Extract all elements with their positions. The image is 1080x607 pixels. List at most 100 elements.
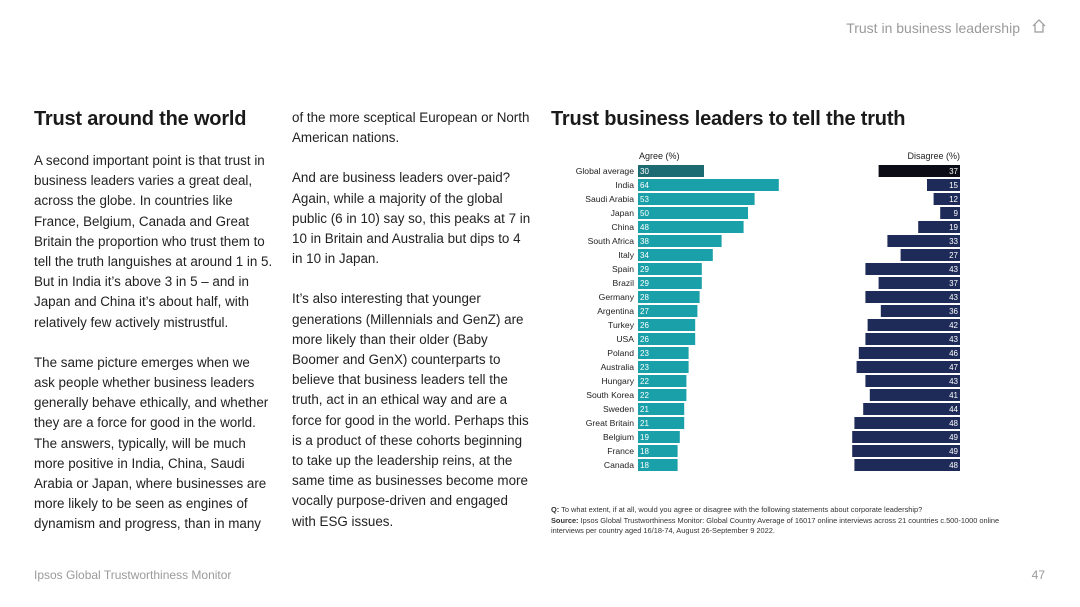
disagree-value-label: 43 xyxy=(949,265,958,274)
category-label: Australia xyxy=(601,362,635,372)
question-note: Q: To what extent, if at all, would you … xyxy=(551,505,1031,516)
agree-bar xyxy=(638,179,779,191)
agree-bar xyxy=(638,235,722,247)
disagree-bar xyxy=(865,375,960,387)
source-note: Source: Ipsos Global Trustworthiness Mon… xyxy=(551,516,1031,537)
disagree-bar xyxy=(878,277,960,289)
agree-value-label: 29 xyxy=(640,265,649,274)
agree-bar xyxy=(638,165,704,177)
category-label: Argentina xyxy=(597,306,634,316)
category-label: USA xyxy=(616,334,634,344)
disagree-bar xyxy=(867,319,960,331)
agree-bar xyxy=(638,193,755,205)
page-number: 47 xyxy=(1031,568,1045,582)
disagree-value-label: 42 xyxy=(949,321,958,330)
middle-column: of the more sceptical European or North … xyxy=(292,108,532,552)
category-label: Belgium xyxy=(603,432,634,442)
agree-value-label: 23 xyxy=(640,363,649,372)
paragraph: It’s also interesting that younger gener… xyxy=(292,291,529,529)
agree-value-label: 50 xyxy=(640,209,649,218)
disagree-value-label: 19 xyxy=(949,223,958,232)
disagree-value-label: 9 xyxy=(954,209,959,218)
agree-value-label: 22 xyxy=(640,377,649,386)
category-label: Poland xyxy=(607,348,634,358)
agree-bar xyxy=(638,445,678,457)
agree-value-label: 38 xyxy=(640,237,649,246)
agree-bar xyxy=(638,417,685,429)
disagree-bar xyxy=(918,221,960,233)
disagree-bar xyxy=(865,333,960,345)
disagree-value-label: 36 xyxy=(949,307,958,316)
disagree-value-label: 41 xyxy=(949,391,958,400)
question-text: To what extent, if at all, would you agr… xyxy=(561,505,923,514)
agree-value-label: 34 xyxy=(640,251,649,260)
disagree-value-label: 43 xyxy=(949,377,958,386)
agree-bar xyxy=(638,403,685,415)
disagree-bar xyxy=(933,193,960,205)
agree-value-label: 19 xyxy=(640,433,649,442)
category-label: Spain xyxy=(612,264,634,274)
disagree-value-label: 37 xyxy=(949,167,958,176)
category-label: China xyxy=(612,222,635,232)
disagree-bar xyxy=(865,263,960,275)
agree-bar xyxy=(638,375,687,387)
disagree-value-label: 49 xyxy=(949,447,958,456)
disagree-value-label: 27 xyxy=(949,251,958,260)
agree-bar xyxy=(638,361,689,373)
agree-bar xyxy=(638,277,702,289)
disagree-bar xyxy=(927,179,960,191)
section-heading: Trust around the world xyxy=(34,108,247,130)
category-label: India xyxy=(615,180,634,190)
disagree-value-label: 48 xyxy=(949,461,958,470)
paragraph: The same picture emerges when we ask peo… xyxy=(34,354,269,532)
agree-value-label: 22 xyxy=(640,391,649,400)
category-label: Italy xyxy=(618,250,634,260)
disagree-bar xyxy=(900,249,960,261)
agree-bar xyxy=(638,389,687,401)
agree-value-label: 29 xyxy=(640,279,649,288)
agree-bar xyxy=(638,207,748,219)
disagree-value-label: 33 xyxy=(949,237,958,246)
agree-bar xyxy=(638,319,696,331)
disagree-bar xyxy=(854,417,960,429)
disagree-header: Disagree (%) xyxy=(907,151,960,161)
paragraph: A second important point is that trust i… xyxy=(34,153,273,330)
agree-value-label: 30 xyxy=(640,167,649,176)
agree-bar xyxy=(638,305,698,317)
disagree-bar xyxy=(940,207,960,219)
category-label: Great Britain xyxy=(586,418,634,428)
disagree-value-label: 43 xyxy=(949,293,958,302)
agree-value-label: 18 xyxy=(640,447,649,456)
disagree-value-label: 15 xyxy=(949,181,958,190)
agree-bar xyxy=(638,221,744,233)
agree-value-label: 53 xyxy=(640,195,649,204)
category-label: Hungary xyxy=(602,376,635,386)
category-label: South Korea xyxy=(586,390,634,400)
category-label: South Africa xyxy=(588,236,635,246)
footer-brand: Ipsos Global Trustworthiness Monitor xyxy=(34,568,232,582)
agree-value-label: 21 xyxy=(640,419,649,428)
agree-bar xyxy=(638,333,696,345)
category-label: Saudi Arabia xyxy=(585,194,634,204)
disagree-bar xyxy=(852,445,960,457)
question-label: Q: xyxy=(551,505,560,514)
disagree-bar xyxy=(869,389,960,401)
category-label: Brazil xyxy=(613,278,635,288)
agree-value-label: 18 xyxy=(640,461,649,470)
agree-bar xyxy=(638,459,678,471)
header-title: Trust in business leadership xyxy=(846,20,1020,36)
chart-title: Trust business leaders to tell the truth xyxy=(551,108,906,130)
category-label: Canada xyxy=(604,460,634,470)
agree-bar xyxy=(638,249,713,261)
agree-bar xyxy=(638,347,689,359)
disagree-value-label: 46 xyxy=(949,349,958,358)
category-label: Sweden xyxy=(603,404,634,414)
disagree-bar xyxy=(887,235,960,247)
agree-value-label: 26 xyxy=(640,335,649,344)
home-icon[interactable] xyxy=(1031,18,1047,34)
agree-value-label: 28 xyxy=(640,293,649,302)
agree-value-label: 21 xyxy=(640,405,649,414)
category-label: Germany xyxy=(599,292,635,302)
disagree-bar xyxy=(858,347,960,359)
category-label: France xyxy=(607,446,634,456)
